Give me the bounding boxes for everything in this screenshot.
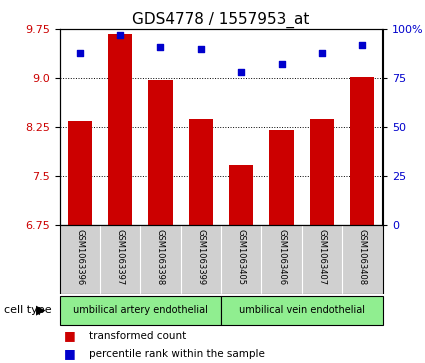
Bar — [148, 80, 173, 225]
Text: umbilical artery endothelial: umbilical artery endothelial — [73, 305, 208, 315]
Text: transformed count: transformed count — [89, 331, 187, 341]
Bar — [108, 34, 132, 225]
Text: GSM1063408: GSM1063408 — [358, 229, 367, 285]
Text: GSM1063397: GSM1063397 — [116, 229, 125, 285]
Text: GSM1063396: GSM1063396 — [75, 229, 84, 285]
Bar — [221, 295, 382, 325]
Text: ■: ■ — [64, 347, 76, 360]
Text: GSM1063405: GSM1063405 — [237, 229, 246, 285]
Text: cell type: cell type — [4, 305, 55, 315]
Bar — [310, 119, 334, 225]
Point — [76, 50, 83, 56]
Text: ■: ■ — [64, 329, 76, 342]
Text: GSM1063399: GSM1063399 — [196, 229, 205, 285]
Bar — [60, 295, 221, 325]
Bar — [269, 130, 294, 225]
Text: percentile rank within the sample: percentile rank within the sample — [89, 349, 265, 359]
Point — [197, 46, 204, 52]
Text: umbilical vein endothelial: umbilical vein endothelial — [239, 305, 365, 315]
Title: GDS4778 / 1557953_at: GDS4778 / 1557953_at — [132, 12, 310, 28]
Point — [238, 69, 244, 75]
Bar — [68, 121, 92, 225]
Point — [359, 42, 366, 48]
Point — [116, 32, 123, 38]
Text: GSM1063407: GSM1063407 — [317, 229, 326, 285]
Bar — [189, 119, 213, 225]
Point — [318, 50, 325, 56]
Text: ▶: ▶ — [36, 304, 46, 317]
Point — [278, 61, 285, 67]
Text: GSM1063398: GSM1063398 — [156, 229, 165, 285]
Point — [157, 44, 164, 50]
Bar — [350, 77, 374, 225]
Bar — [229, 165, 253, 225]
Text: GSM1063406: GSM1063406 — [277, 229, 286, 285]
